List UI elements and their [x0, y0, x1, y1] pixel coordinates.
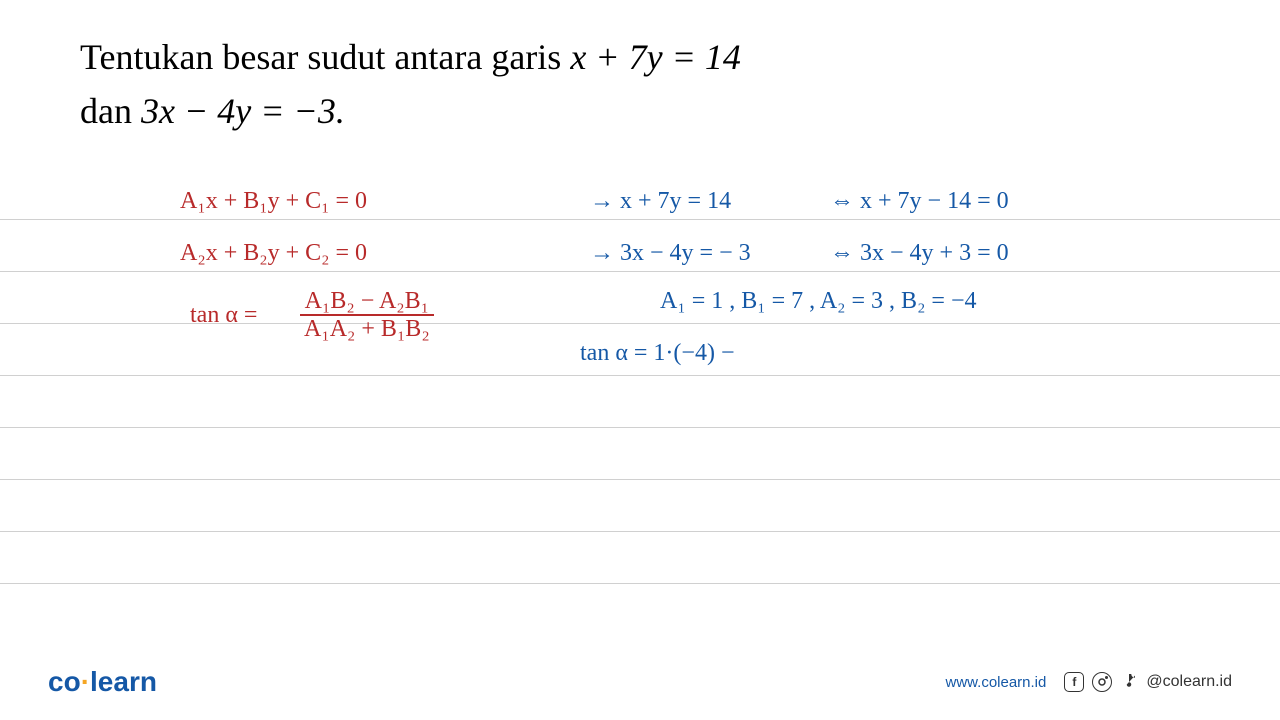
footer-right: www.colearn.id f @colearn.id	[945, 671, 1232, 694]
brand-logo: co·learn	[48, 666, 157, 698]
step2a: → 3x − 4y = − 3	[590, 240, 751, 267]
social-icons: f @colearn.id	[1064, 671, 1232, 694]
problem-text: Tentukan besar sudut antara garis x + 7y…	[0, 0, 1280, 158]
site-url: www.colearn.id	[945, 674, 1046, 691]
tiktok-icon	[1120, 671, 1138, 694]
formula-general-1: A₁x + B₁y + C₁ = 0	[180, 188, 367, 215]
formula-general-2: A₂x + B₂y + C₂ = 0	[180, 240, 367, 267]
problem-line2: dan 3x − 4y = −3.	[80, 84, 1200, 138]
social-handle: @colearn.id	[1146, 673, 1232, 691]
problem-line1-pre: Tentukan besar sudut antara garis	[80, 37, 570, 77]
facebook-icon: f	[1064, 672, 1084, 692]
brand-co: co	[48, 666, 81, 697]
tan-frac-num: A₁B₂ − A₂B₁	[300, 288, 434, 316]
step1b: ⇔ x + 7y − 14 = 0	[830, 188, 1009, 215]
problem-eq2: 3x − 4y = −3.	[141, 91, 345, 131]
handwriting-layer: A₁x + B₁y + C₁ = 0 A₂x + B₂y + C₂ = 0 ta…	[0, 168, 1280, 584]
tan-substitution: tan α = 1·(−4) −	[580, 340, 734, 367]
problem-eq1: x + 7y = 14	[570, 37, 741, 77]
tan-label: tan α =	[190, 302, 257, 329]
brand-learn: learn	[90, 666, 157, 697]
instagram-icon	[1092, 672, 1112, 692]
tan-frac-den: A₁A₂ + B₁B₂	[300, 316, 434, 342]
notebook-area: A₁x + B₁y + C₁ = 0 A₂x + B₂y + C₂ = 0 ta…	[0, 168, 1280, 584]
problem-line1: Tentukan besar sudut antara garis x + 7y…	[80, 30, 1200, 84]
coefficients: A₁ = 1 , B₁ = 7 , A₂ = 3 , B₂ = −4	[660, 288, 977, 315]
problem-line2-pre: dan	[80, 91, 141, 131]
step1a: → x + 7y = 14	[590, 188, 731, 215]
step2b: ⇔ 3x − 4y + 3 = 0	[830, 240, 1009, 267]
brand-dot: ·	[81, 666, 90, 697]
tan-fraction: A₁B₂ − A₂B₁ A₁A₂ + B₁B₂	[300, 288, 434, 343]
footer: co·learn www.colearn.id f @colearn.id	[0, 666, 1280, 698]
